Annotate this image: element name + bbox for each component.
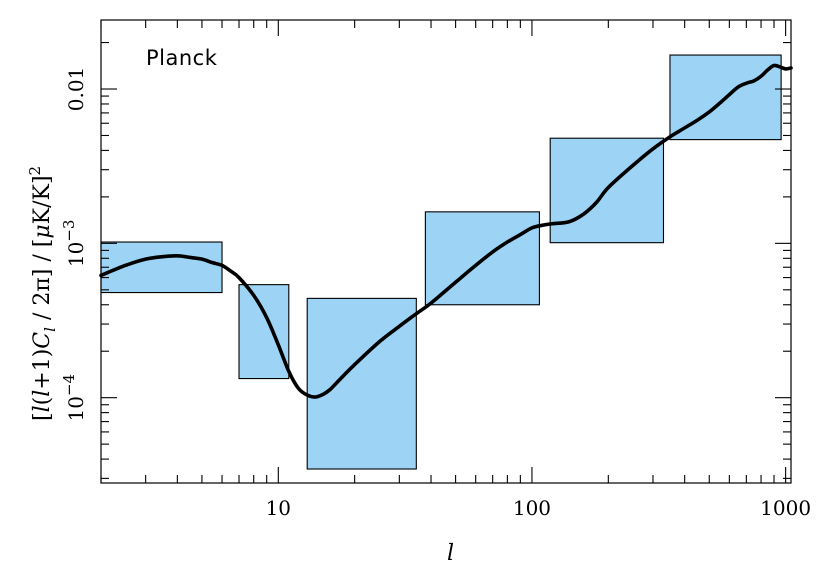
x-tick-label: 1000 bbox=[760, 496, 811, 520]
y-tick-label: 10−4 bbox=[60, 374, 88, 422]
error-box-2 bbox=[238, 284, 290, 380]
x-tick-label: 10 bbox=[266, 496, 291, 520]
y-axis-title: [l(l+1)Cl / 2π] / [μK/K]2 bbox=[26, 166, 59, 421]
x-axis-title: l bbox=[447, 541, 454, 566]
error-boxes bbox=[100, 54, 782, 470]
y-tick-label: 10−3 bbox=[60, 220, 88, 268]
power-spectrum-line bbox=[99, 63, 793, 399]
panel-label: Planck bbox=[146, 46, 218, 70]
x-tick-label: 100 bbox=[513, 496, 551, 520]
y-tick-label: 0.01 bbox=[64, 67, 88, 112]
plot-frame bbox=[100, 19, 792, 484]
axis-tick-labels: 10 100 1000 10−4 10−3 0.01 bbox=[60, 67, 811, 520]
axis-ticks bbox=[100, 20, 791, 483]
